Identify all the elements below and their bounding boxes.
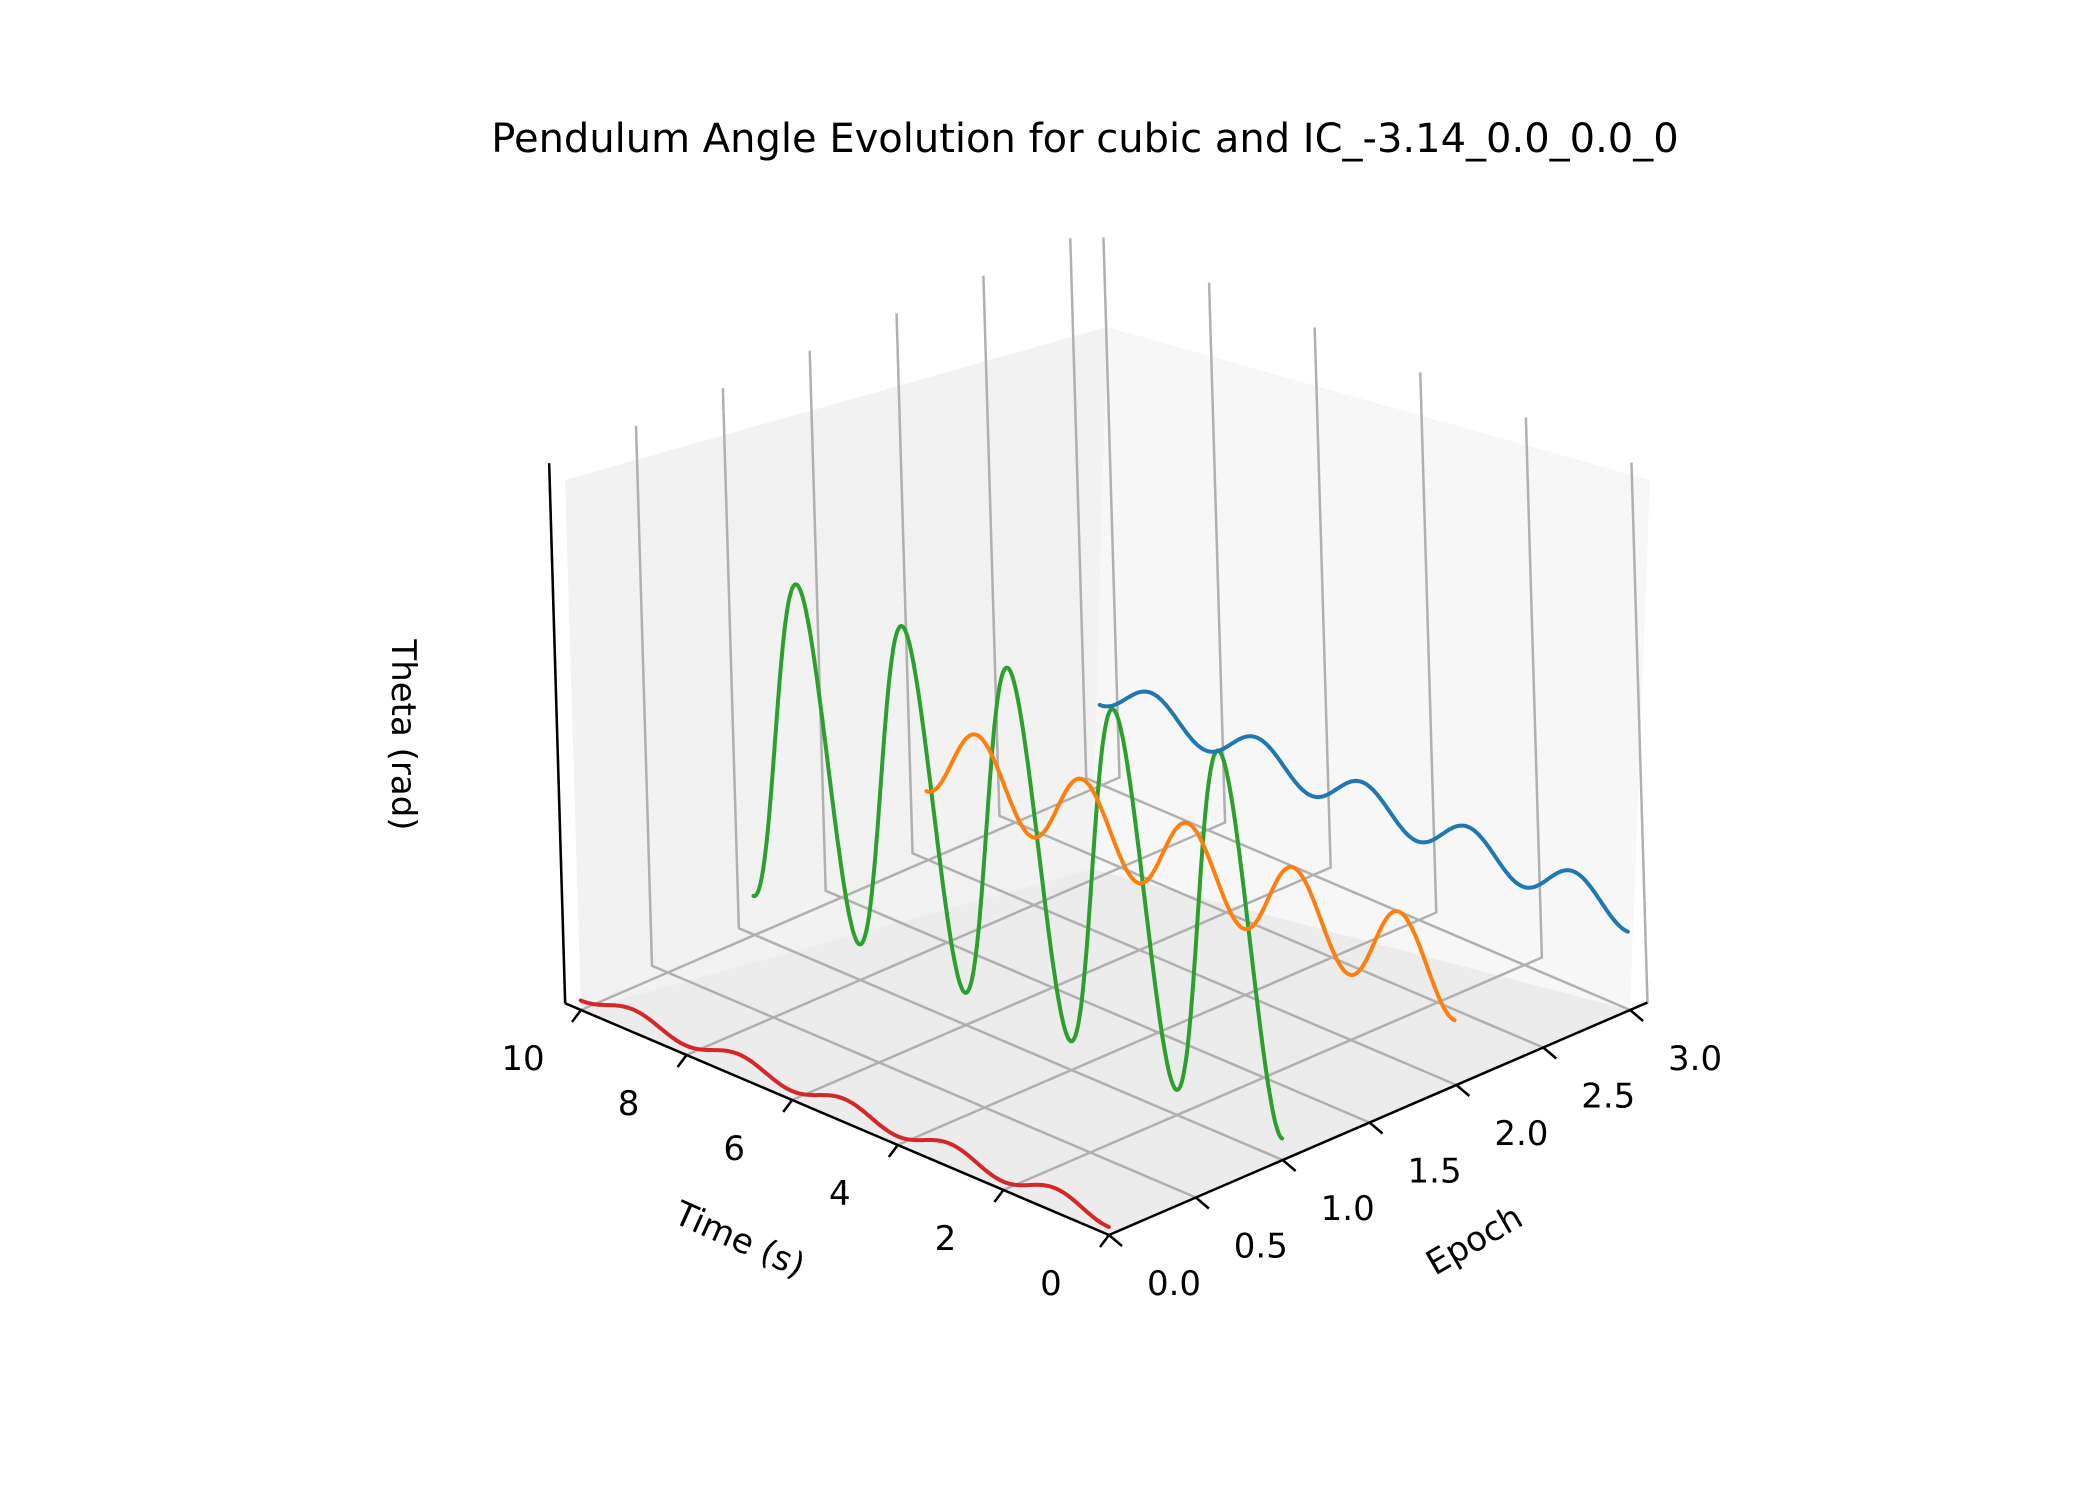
epoch-tick-mark: [1195, 1196, 1210, 1210]
epoch-tick-label: 3.0: [1668, 1039, 1722, 1079]
epoch-tick-label: 1.0: [1321, 1189, 1375, 1229]
epoch-tick-label: 0.0: [1147, 1264, 1201, 1304]
grid-line-epoch: [634, 425, 1197, 1199]
epoch-tick-label: 2.5: [1581, 1077, 1635, 1117]
time-tick-mark: [571, 1009, 582, 1023]
grid-line-time: [1002, 417, 1544, 1192]
time-tick-mark: [993, 1189, 1005, 1203]
time-tick-label: 4: [829, 1174, 851, 1214]
epoch-tick-mark: [1281, 1159, 1297, 1172]
theta-axis-label: Theta (rad): [383, 638, 423, 830]
grid-line-epoch: [721, 388, 1284, 1162]
axis-lines: [547, 463, 1648, 1237]
grid-line-epoch: [895, 313, 1457, 1087]
time-tick-mark: [782, 1099, 794, 1113]
theta-axis-line: [547, 463, 567, 1004]
time-axis-line: [564, 1002, 1110, 1237]
time-axis-ticks: 0 2 4 6 8 10: [501, 1009, 1110, 1304]
grid-line-time: [791, 327, 1332, 1102]
grid-line-time: [897, 372, 1438, 1147]
time-tick-mark: [1099, 1234, 1110, 1248]
time-tick-label: 6: [723, 1129, 745, 1169]
grid-line-time: [580, 237, 1121, 1012]
time-tick-mark: [676, 1054, 688, 1068]
series-line-epoch-0: [578, 998, 1111, 1229]
back-left-pane: [565, 327, 1107, 1010]
time-tick-label: 8: [618, 1084, 640, 1124]
series-line-epoch-2: [924, 732, 1457, 1023]
epoch-tick-mark: [1108, 1234, 1123, 1247]
epoch-tick-label: 2.0: [1494, 1114, 1548, 1154]
time-tick-label: 10: [501, 1039, 544, 1079]
epoch-tick-label: 1.5: [1408, 1152, 1462, 1192]
series-line-epoch-1: [751, 582, 1285, 1141]
series-line-epoch-3: [1097, 689, 1630, 934]
grid-line-epoch: [1069, 238, 1631, 1012]
epoch-axis-label: Epoch: [1419, 1197, 1529, 1284]
chart-title: Pendulum Angle Evolution for cubic and I…: [491, 116, 1678, 162]
epoch-axis-line: [1108, 1001, 1648, 1237]
time-axis-label: Time (s): [667, 1193, 810, 1286]
epoch-tick-mark: [1629, 1009, 1644, 1022]
grid-line-time: [686, 282, 1227, 1057]
series-lines: [578, 582, 1630, 1229]
epoch-axis-ticks: 0.0 0.5 1.0 1.5 2.0 2.5 3.0: [1108, 1009, 1722, 1304]
epoch-tick-mark: [1368, 1121, 1384, 1135]
epoch-tick-label: 0.5: [1234, 1227, 1288, 1267]
epoch-tick-mark: [1542, 1046, 1558, 1060]
time-tick-label: 0: [1040, 1264, 1062, 1304]
time-tick-label: 2: [935, 1219, 957, 1259]
time-tick-mark: [887, 1144, 899, 1158]
epoch-tick-mark: [1455, 1084, 1471, 1097]
